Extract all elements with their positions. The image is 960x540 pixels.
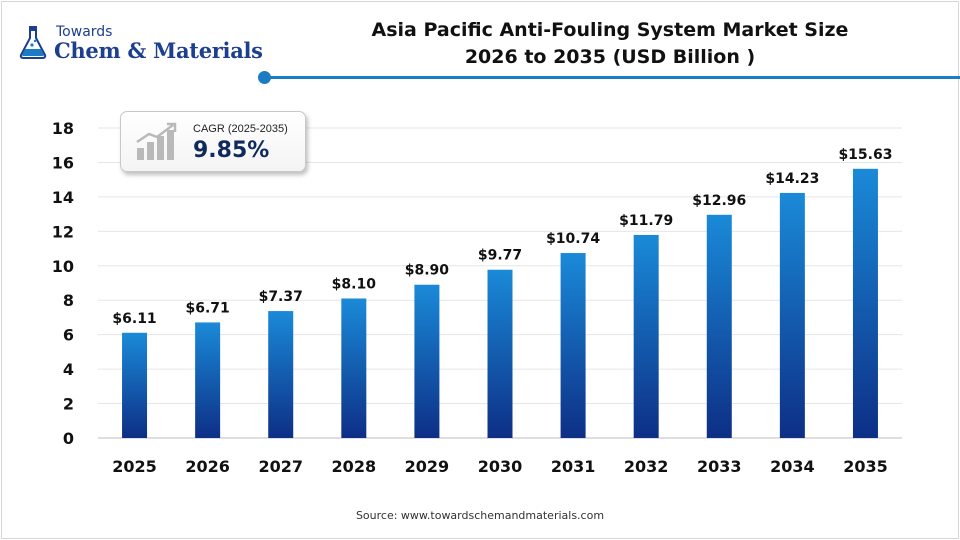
bars [122,168,878,439]
x-tick-label: 2033 [697,457,742,476]
data-label: $15.63 [838,147,892,163]
bar-2035 [852,168,878,439]
source-note: Source: www.towardschemandmaterials.com [355,509,605,522]
logo-text-main: Chem & Materials [54,38,263,63]
title-rule-dot [258,71,271,84]
y-tick-label: 18 [52,119,74,138]
data-label: $8.90 [405,263,450,279]
data-labels: $6.11 $6.71 $7.37 $8.10 $8.90 $9.77 $10.74 $11.… [112,147,892,327]
y-tick-label: 2 [63,395,74,414]
growth-chart-icon [136,122,177,160]
x-tick-label: 2028 [332,457,377,476]
x-tick-label: 2025 [112,457,157,476]
x-tick-label: 2032 [624,457,669,476]
x-tick-label: 2026 [185,457,230,476]
bar-2026 [195,322,221,438]
data-label: $10.74 [546,231,600,247]
bar-2031 [560,253,586,438]
data-label: $6.71 [185,300,229,316]
brand-logo: Towards Chem & Materials [14,10,264,70]
data-label: $8.10 [332,277,377,293]
bar-2030 [487,269,513,438]
cagr-value: 9.85% [193,138,270,163]
bar-2033 [706,214,732,438]
cagr-box: CAGR (2025-2035) 9.85% [120,111,306,172]
x-tick-label: 2031 [551,457,596,476]
y-tick-label: 0 [63,429,74,448]
data-label: $6.11 [112,311,156,327]
y-tick-label: 6 [63,326,74,345]
bar-2027 [268,311,294,438]
y-axis: 0 2 4 6 8 10 12 14 16 18 [52,119,74,448]
data-label: $14.23 [765,171,819,187]
x-tick-label: 2029 [405,457,450,476]
data-label: $7.37 [259,289,303,305]
x-tick-label: 2034 [770,457,815,476]
flask-icon [19,26,47,59]
bar-2032 [633,234,659,438]
chart-title-line2: 2026 to 2035 (USD Billion ) [464,46,756,68]
data-label: $12.96 [692,193,746,209]
x-tick-label: 2035 [843,457,888,476]
data-label: $9.77 [478,248,522,264]
x-tick-label: 2030 [478,457,523,476]
chart-title-line1: Asia Pacific Anti-Fouling System Market … [371,19,849,41]
bar-2025 [122,332,148,438]
y-tick-label: 4 [63,360,74,379]
y-tick-label: 8 [63,291,74,310]
bar-2034 [779,192,805,438]
y-tick-label: 14 [52,188,74,207]
data-label: $11.79 [619,213,673,229]
x-axis: 2025 2026 2027 2028 2029 2030 2031 2032 2033 2034… [112,457,887,476]
cagr-label: CAGR (2025-2035) [193,123,288,135]
y-tick-label: 16 [52,153,74,172]
y-tick-label: 12 [52,222,74,241]
y-tick-label: 10 [52,257,74,276]
title-rule [266,76,960,79]
x-tick-label: 2027 [258,457,303,476]
logo-text-towards: Towards [56,24,113,40]
chart-title: Asia Pacific Anti-Fouling System Market … [330,17,890,71]
bar-2028 [341,298,367,438]
bar-2029 [414,284,440,438]
